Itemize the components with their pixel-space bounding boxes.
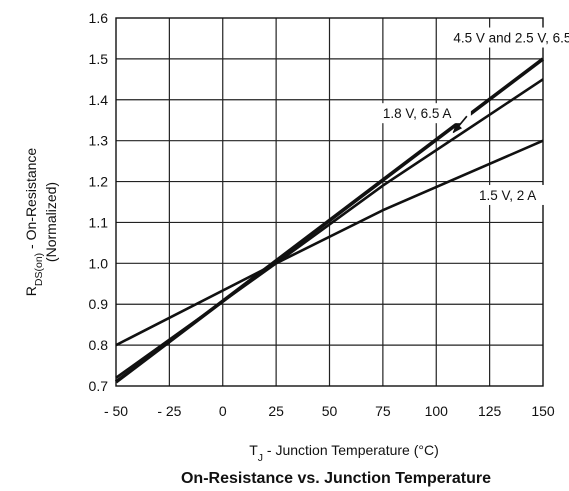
y-tick-label: 0.8 [89, 337, 109, 353]
y-tick-label: 1.4 [89, 92, 109, 108]
series-line-2 [115, 139, 544, 347]
x-tick-label: - 25 [157, 403, 181, 419]
x-tick-label: 25 [268, 403, 284, 419]
y-tick-label: 0.9 [89, 296, 109, 312]
x-axis-title: TJ - Junction Temperature (°C) [249, 442, 439, 464]
series-line-1 [115, 78, 544, 379]
chart-title: On-Resistance vs. Junction Temperature [181, 470, 491, 487]
x-tick-label: 100 [425, 403, 449, 419]
series-label-1: 1.8 V, 6.5 A [383, 106, 452, 121]
y-axis-title-sub: DS(on) [33, 253, 45, 286]
x-tick-label: - 50 [104, 403, 128, 419]
y-tick-label: 1.2 [89, 174, 109, 190]
grid [116, 18, 543, 386]
annotation-background [474, 184, 557, 205]
y-axis-ticks: 0.7 0.8 0.9 1.0 1.1 1.2 1.3 1.4 1.5 1.6 [89, 10, 109, 394]
series-label-0: 4.5 V and 2.5 V, 6.5 A [453, 31, 569, 46]
series-label-2: 1.5 V, 2 A [479, 188, 536, 203]
x-axis-title-sub: J [258, 452, 263, 464]
y-tick-label: 1.5 [89, 51, 109, 67]
y-tick-label: 1.3 [89, 133, 109, 149]
x-tick-label: 75 [375, 403, 391, 419]
y-tick-label: 0.7 [89, 378, 109, 394]
annotation-background [378, 103, 471, 124]
annotation-arrow [452, 115, 468, 134]
annotations: 4.5 V and 2.5 V, 6.5 A 1.8 V, 6.5 A 1.5 V,… [378, 27, 569, 205]
y-tick-label: 1.0 [89, 255, 109, 271]
y-tick-label: 1.1 [89, 214, 109, 230]
y-axis-title: RDS(on) - On-Resistance [23, 148, 45, 297]
x-tick-label: 150 [531, 403, 555, 419]
y-axis-title-line2: (Normalized) [43, 182, 59, 262]
y-axis-title-main: R [23, 286, 39, 296]
y-axis-title-rest: - On-Resistance [23, 148, 39, 253]
annotation-background [449, 27, 569, 48]
y-tick-label: 1.6 [89, 10, 109, 26]
x-axis-title-rest: - Junction Temperature (°C) [263, 442, 439, 458]
x-tick-label: 125 [478, 403, 502, 419]
x-axis-ticks: - 50 - 25 0 25 50 75 100 125 150 [104, 403, 555, 419]
series-lines [114, 57, 545, 384]
x-axis-title-main: T [249, 442, 258, 458]
x-tick-label: 50 [322, 403, 338, 419]
x-tick-label: 0 [219, 403, 227, 419]
